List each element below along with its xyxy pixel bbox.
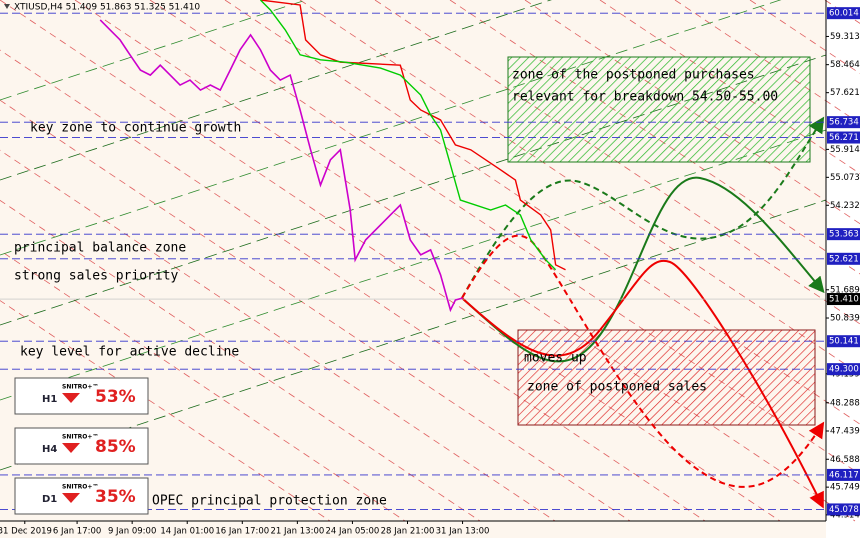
badge-change: 35% (95, 487, 136, 507)
level-label-box (827, 468, 860, 481)
level-label: 46.117 (829, 470, 859, 480)
badge-timeframe: H4 (42, 444, 57, 455)
y-tick-label: 57.621 (830, 88, 860, 98)
badge-brand: SNITRO+™ (62, 434, 98, 441)
level-label-box (827, 228, 860, 241)
badge-timeframe: D1 (42, 494, 57, 505)
y-tick-label: 58.464 (830, 60, 860, 70)
level-label-box (827, 252, 860, 265)
forecast-curve (461, 234, 825, 488)
last-price-label: 51.410 (829, 295, 859, 305)
forecast-curves (461, 116, 825, 509)
forecast-curve (461, 176, 825, 363)
level-label: 45.078 (829, 505, 859, 515)
trend-line (0, 0, 782, 256)
level-label-box (827, 7, 860, 20)
y-tick-label: 55.073 (830, 173, 860, 183)
annotation: zone of postponed sales (527, 380, 707, 395)
badge-brand: SNITRO+™ (62, 384, 98, 391)
level-label: 56.271 (829, 133, 859, 143)
badge-arrow (62, 393, 80, 403)
x-tick-label: 31 Dec 2019 (0, 527, 52, 537)
badge (14, 427, 149, 465)
level-label: 56.734 (829, 118, 859, 128)
series-line (260, 0, 566, 271)
purchase-zone (507, 56, 811, 163)
plot (0, 0, 826, 510)
series-line (99, 19, 463, 313)
annotation: zone of the postponed purchases (512, 68, 755, 83)
level-label: 49.300 (829, 365, 859, 375)
forecast-curve (461, 259, 824, 509)
annotation: relevant for breakdown 54.50-55.00 (512, 90, 778, 105)
trend-line (0, 0, 552, 181)
channel-line (149, 0, 860, 475)
badge (14, 477, 149, 515)
chart-title: XTIUSD,H4 51.409 51.863 51.325 51.410 (14, 3, 200, 13)
x-tick-label: 9 Jan 09:00 (108, 527, 156, 537)
y-tick-label: 48.288 (830, 398, 860, 408)
x-tick-label: 24 Jan 05:00 (326, 527, 380, 537)
level-label: 52.621 (829, 254, 859, 264)
channel-line (299, 0, 860, 375)
channel-line (374, 0, 860, 325)
badge-change: 85% (95, 437, 136, 457)
channel-line (0, 300, 331, 522)
annotation: key level for active decline (20, 345, 239, 360)
badge-arrow (62, 493, 80, 503)
badge (14, 377, 149, 415)
y-tick-label: 45.749 (830, 483, 860, 493)
badge-change: 53% (95, 387, 136, 407)
trend-line (0, 129, 827, 401)
level-label: 50.141 (829, 337, 859, 347)
channel-line (0, 149, 556, 522)
axis-panel (826, 0, 860, 538)
annotation: key zone to continue growth (30, 121, 241, 136)
x-tick-label: 6 Jan 17:00 (53, 527, 101, 537)
channel-line (0, 0, 781, 522)
y-tick-label: 59.313 (830, 32, 860, 42)
level-label-box (827, 335, 860, 348)
channel-line (0, 99, 631, 522)
x-tick-label: 21 Jan 13:00 (270, 527, 324, 537)
level-label-box (827, 131, 860, 144)
badge-arrow (62, 443, 80, 453)
y-tick-label: 55.914 (830, 145, 860, 155)
x-tick-label: 16 Jan 17:00 (215, 527, 269, 537)
level-label: 53.363 (829, 230, 859, 240)
channel-line (74, 0, 856, 522)
annotation: moves up (524, 351, 587, 366)
badge-timeframe: H1 (42, 394, 57, 405)
annotation: strong sales priority (14, 269, 179, 284)
y-tick-label: 50.839 (830, 314, 860, 324)
y-tick-label: 54.232 (830, 201, 860, 211)
channel-line (0, 249, 406, 522)
trend-line (0, 0, 308, 101)
y-tick-label: 51.689 (830, 285, 860, 295)
channel-line (224, 0, 860, 425)
x-tick-label: 28 Jan 21:00 (381, 527, 435, 537)
annotation: OPEC principal protection zone (152, 494, 387, 509)
level-label-box (827, 116, 860, 129)
x-tick-label: 14 Jan 01:00 (160, 527, 214, 537)
x-tick-label: 31 Jan 13:00 (436, 527, 490, 537)
level-label: 60.014 (829, 9, 859, 19)
y-tick-label: 47.439 (830, 426, 860, 436)
symbol-icon (4, 4, 10, 9)
forecast-curve (461, 116, 825, 299)
sales-zone (517, 329, 816, 426)
annotation: principal balance zone (14, 241, 186, 256)
last-price-box (827, 293, 860, 306)
trend-line (0, 199, 827, 471)
level-label-box (827, 503, 860, 516)
channel-line (0, 199, 481, 522)
level-label-box (827, 363, 860, 376)
series-line (259, 0, 557, 271)
badge-brand: SNITRO+™ (62, 484, 98, 491)
y-tick-label: 46.588 (830, 455, 860, 465)
channel-line (0, 49, 706, 522)
